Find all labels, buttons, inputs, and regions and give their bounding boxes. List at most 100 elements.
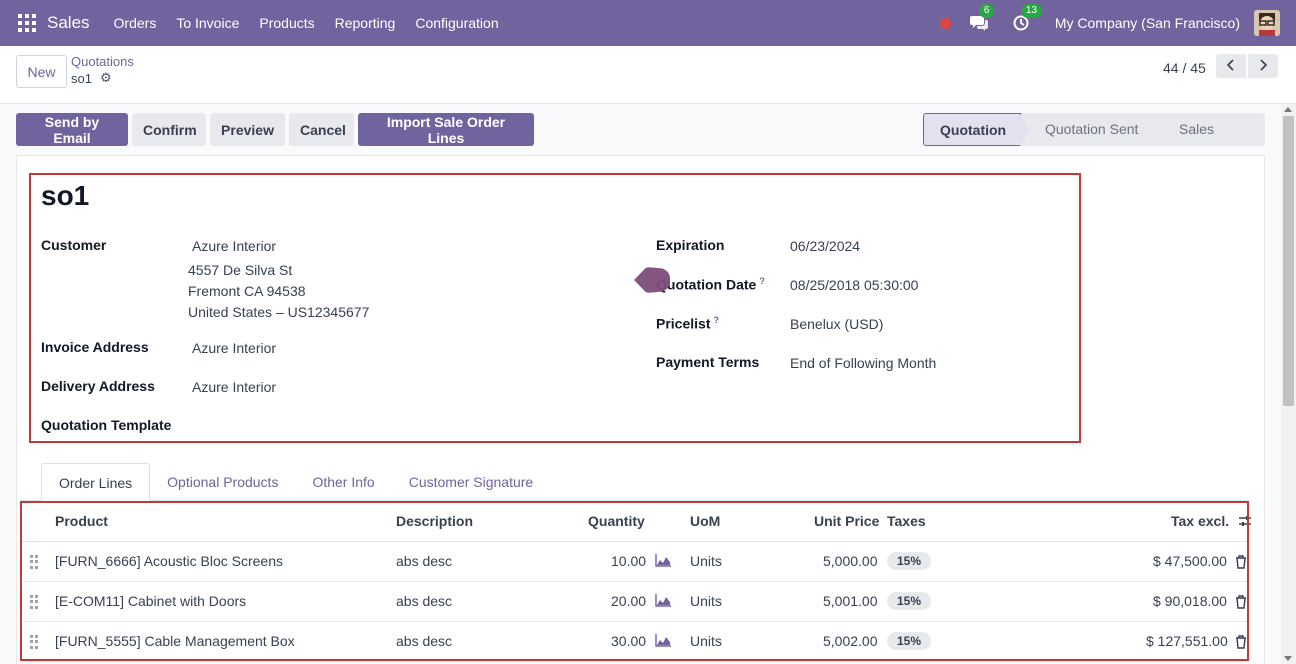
column-tax-excl[interactable]: Tax excl.	[1171, 513, 1230, 529]
column-product[interactable]: Product	[55, 513, 108, 529]
status-quotation[interactable]: Quotation	[923, 113, 1029, 147]
payment-terms-label: Payment Terms	[656, 354, 760, 370]
top-navbar: Sales Orders To Invoice Products Reporti…	[0, 0, 1296, 46]
drag-handle-icon[interactable]	[30, 635, 38, 649]
help-tooltip-icon[interactable]: ?	[759, 276, 765, 286]
table-row[interactable]: [FURN_5555] Cable Management Box abs des…	[22, 622, 1248, 662]
trash-icon[interactable]	[1235, 555, 1247, 569]
gear-icon[interactable]: ⚙	[99, 70, 112, 85]
scroll-down-icon[interactable]	[1284, 656, 1292, 661]
pricelist-label-text: Pricelist	[656, 315, 711, 332]
drag-handle-icon[interactable]	[30, 555, 38, 569]
invoice-address-label: Invoice Address	[41, 339, 149, 355]
line-quantity[interactable]: 30.00	[611, 633, 647, 649]
table-row[interactable]: [FURN_6666] Acoustic Bloc Screens abs de…	[22, 542, 1248, 582]
quotation-date-label: Quotation Date?	[656, 276, 765, 293]
area-chart-icon[interactable]	[655, 554, 671, 567]
preview-button[interactable]: Preview	[210, 113, 285, 146]
customer-field[interactable]: Azure Interior	[192, 238, 277, 254]
breadcrumb-quotations[interactable]: Quotations	[71, 54, 134, 69]
cancel-button[interactable]: Cancel	[289, 113, 354, 146]
line-description[interactable]: abs desc	[396, 633, 453, 649]
page-title[interactable]: so1	[41, 180, 90, 211]
line-subtotal: $ 90,018.00	[1153, 593, 1227, 609]
pager-next-button[interactable]	[1248, 54, 1278, 78]
apps-grid-icon[interactable]	[18, 14, 36, 32]
line-product[interactable]: [FURN_6666] Acoustic Bloc Screens	[55, 553, 283, 569]
line-unit-price[interactable]: 5,000.00	[823, 553, 878, 569]
control-panel: New Quotations so1 ⚙ 44 / 45	[0, 46, 1296, 104]
line-uom[interactable]: Units	[690, 553, 722, 569]
send-by-email-button[interactable]: Send by Email	[16, 113, 128, 146]
line-subtotal: $ 47,500.00	[1153, 553, 1227, 569]
menu-orders[interactable]: Orders	[113, 15, 157, 31]
line-tax-badge[interactable]: 15%	[887, 632, 932, 650]
line-quantity[interactable]: 20.00	[611, 593, 647, 609]
tab-order-lines[interactable]: Order Lines	[41, 463, 151, 501]
chevron-left-icon	[1226, 59, 1234, 71]
menu-to-invoice[interactable]: To Invoice	[176, 15, 240, 31]
tab-other-info[interactable]: Other Info	[312, 474, 375, 490]
tabs-divider	[20, 500, 1248, 501]
tab-optional-products[interactable]: Optional Products	[167, 474, 279, 490]
line-unit-price[interactable]: 5,002.00	[823, 633, 878, 649]
line-product[interactable]: [E-COM11] Cabinet with Doors	[55, 593, 247, 609]
expiration-label: Expiration	[656, 237, 725, 253]
line-product[interactable]: [FURN_5555] Cable Management Box	[55, 633, 295, 649]
customer-address-line3: United States – US12345677	[188, 304, 370, 320]
confirm-button[interactable]: Confirm	[132, 113, 206, 146]
invoice-address-field[interactable]: Azure Interior	[192, 340, 277, 356]
line-description[interactable]: abs desc	[396, 593, 453, 609]
column-taxes[interactable]: Taxes	[887, 513, 926, 529]
trash-icon[interactable]	[1235, 635, 1247, 649]
column-unit-price[interactable]: Unit Price	[814, 513, 880, 529]
line-uom[interactable]: Units	[690, 633, 722, 649]
menu-configuration[interactable]: Configuration	[415, 15, 499, 31]
status-quotation-sent-label: Quotation Sent	[1045, 121, 1139, 137]
quotation-date-field[interactable]: 08/25/2018 05:30:00	[790, 277, 919, 293]
pricelist-field[interactable]: Benelux (USD)	[790, 316, 884, 332]
status-quotation-sent[interactable]: Quotation Sent	[1021, 113, 1164, 146]
page-scrollbar[interactable]	[1281, 104, 1296, 664]
clock-icon[interactable]: 13	[1011, 4, 1042, 33]
chat-icon[interactable]: 6	[969, 4, 995, 33]
help-tooltip-icon[interactable]: ?	[713, 315, 719, 325]
column-uom[interactable]: UoM	[690, 513, 721, 529]
app-name[interactable]: Sales	[47, 13, 90, 32]
menu-reporting[interactable]: Reporting	[334, 15, 396, 31]
menu-products[interactable]: Products	[259, 15, 315, 31]
line-description[interactable]: abs desc	[396, 553, 453, 569]
column-description[interactable]: Description	[396, 513, 474, 529]
company-switcher[interactable]: My Company (San Francisco)	[1054, 15, 1240, 31]
line-quantity[interactable]: 10.00	[611, 553, 647, 569]
activities-count-badge: 13	[1020, 4, 1042, 18]
line-tax-badge[interactable]: 15%	[887, 552, 932, 570]
messages-count-badge: 6	[978, 4, 995, 18]
avatar[interactable]	[1254, 10, 1280, 36]
payment-terms-field[interactable]: End of Following Month	[790, 355, 937, 371]
import-sale-order-lines-button[interactable]: Import Sale Order Lines	[358, 113, 534, 146]
column-quantity[interactable]: Quantity	[588, 513, 645, 529]
recording-dot-icon[interactable]	[939, 17, 951, 29]
scrollbar-thumb[interactable]	[1283, 116, 1294, 406]
form-sheet	[16, 155, 1265, 664]
trash-icon[interactable]	[1235, 595, 1247, 609]
expiration-field[interactable]: 06/23/2024	[790, 238, 861, 254]
pager-previous-button[interactable]	[1216, 54, 1246, 78]
pager-value[interactable]: 44 / 45	[1163, 60, 1206, 76]
area-chart-icon[interactable]	[655, 594, 671, 607]
navbar-systray: 6 13 My Company (San Francisco)	[939, 0, 1296, 46]
delivery-address-label: Delivery Address	[41, 378, 155, 394]
delivery-address-field[interactable]: Azure Interior	[192, 379, 277, 395]
scroll-up-icon[interactable]	[1284, 107, 1292, 112]
drag-handle-icon[interactable]	[30, 595, 38, 609]
line-uom[interactable]: Units	[690, 593, 722, 609]
line-unit-price[interactable]: 5,001.00	[823, 593, 878, 609]
table-row[interactable]: [E-COM11] Cabinet with Doors abs desc 20…	[22, 582, 1248, 622]
status-sales-order[interactable]: Sales Order	[1155, 113, 1265, 170]
new-button[interactable]: New	[16, 55, 67, 88]
pricelist-label: Pricelist?	[656, 315, 719, 332]
area-chart-icon[interactable]	[655, 634, 671, 647]
tab-customer-signature[interactable]: Customer Signature	[408, 474, 534, 490]
line-tax-badge[interactable]: 15%	[887, 592, 932, 610]
